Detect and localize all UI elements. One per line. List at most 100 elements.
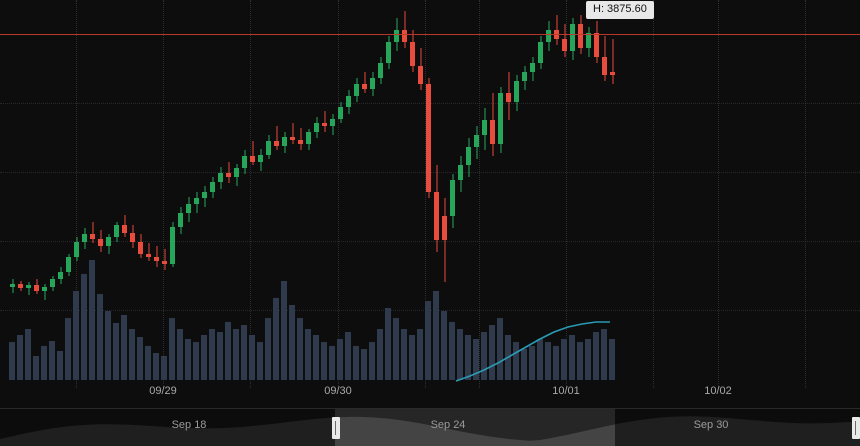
volume-bar [497, 318, 503, 380]
candle-body [66, 256, 71, 272]
volume-bar [185, 338, 191, 380]
volume-bar [257, 342, 263, 380]
candlestick [570, 0, 575, 388]
volume-bar [209, 328, 215, 380]
volume-bar [457, 328, 463, 380]
candle-body [330, 118, 335, 127]
volume-bar [73, 290, 79, 380]
volume-bar [97, 294, 103, 380]
navigator-handle-right[interactable] [852, 417, 860, 439]
candle-wick [612, 39, 613, 85]
candlestick [34, 0, 39, 388]
x-axis-tick-label: 09/30 [324, 385, 352, 397]
candlestick [330, 0, 335, 388]
candlestick [378, 0, 383, 388]
volume-bar [49, 340, 55, 380]
candle-body [514, 81, 519, 103]
volume-bar [169, 318, 175, 380]
price-level-line [0, 34, 860, 35]
candlestick [426, 0, 431, 388]
candle-body [42, 286, 47, 291]
x-axis-tick-label: 10/01 [552, 385, 580, 397]
candlestick [178, 0, 183, 388]
volume-bar [537, 338, 543, 380]
navigator-tick-label: Sep 30 [693, 419, 729, 431]
candle-wick [364, 72, 365, 94]
candlestick [170, 0, 175, 388]
candlestick [346, 0, 351, 388]
candlestick [242, 0, 247, 388]
candle-body [506, 93, 511, 103]
gridline-vertical [566, 0, 568, 388]
candle-body [442, 216, 447, 241]
candle-body [82, 234, 87, 242]
navigator-selection[interactable] [335, 409, 615, 446]
candlestick [442, 0, 447, 388]
candle-body [122, 225, 127, 233]
candlestick [466, 0, 471, 388]
candlestick [402, 0, 407, 388]
candle-body [314, 123, 319, 133]
volume-bar [521, 349, 527, 380]
candle-body [18, 283, 23, 288]
range-navigator[interactable]: Sep 18 Sep 24 Sep 30 [0, 408, 860, 446]
candle-body [114, 225, 119, 238]
volume-bar [345, 332, 351, 380]
volume-bar [65, 318, 71, 380]
candle-body [162, 261, 167, 265]
candle-wick [276, 126, 277, 151]
candle-body [290, 136, 295, 140]
candle-body [482, 120, 487, 136]
volume-bar [545, 342, 551, 380]
volume-bar [513, 342, 519, 380]
candlestick [506, 0, 511, 388]
volume-bar [193, 342, 199, 380]
volume-bar [241, 325, 247, 380]
candlestick [522, 0, 527, 388]
candle-body [522, 72, 527, 82]
navigator-handle-left[interactable] [332, 417, 340, 439]
candle-body [266, 141, 271, 155]
candlestick [594, 0, 599, 388]
candle-body [202, 192, 207, 199]
candlestick [122, 0, 127, 388]
volume-bar [353, 345, 359, 380]
volume-bar [609, 338, 615, 380]
candlestick [186, 0, 191, 388]
volume-bar [313, 335, 319, 380]
navigator-sparkline [0, 416, 860, 446]
candle-wick [156, 246, 157, 268]
candlestick [274, 0, 279, 388]
candlestick [106, 0, 111, 388]
candle-body [130, 232, 135, 242]
volume-bar [425, 301, 431, 380]
candlestick [154, 0, 159, 388]
candlestick [162, 0, 167, 388]
candle-body [538, 42, 543, 64]
candlestick [538, 0, 543, 388]
gridline-vertical [76, 0, 78, 388]
candle-body [10, 283, 15, 287]
volume-bar [177, 328, 183, 380]
candle-body [570, 24, 575, 52]
volume-bar [9, 342, 15, 380]
candle-body [186, 204, 191, 214]
volume-bar [393, 318, 399, 380]
candle-body [306, 132, 311, 145]
volume-bar [601, 328, 607, 380]
candle-body [106, 237, 111, 247]
volume-bar [129, 328, 135, 380]
candlestick [74, 0, 79, 388]
candle-body [74, 241, 79, 257]
candle-wick [148, 243, 149, 262]
volume-bar [417, 328, 423, 380]
candle-body [242, 156, 247, 169]
volume-bar [25, 328, 31, 380]
candlestick [354, 0, 359, 388]
volume-bar [273, 297, 279, 380]
price-chart-pane[interactable]: H: 3875.60 [0, 0, 860, 388]
candlestick [218, 0, 223, 388]
volume-bar [553, 345, 559, 380]
candlestick [410, 0, 415, 388]
candle-body [26, 285, 31, 288]
